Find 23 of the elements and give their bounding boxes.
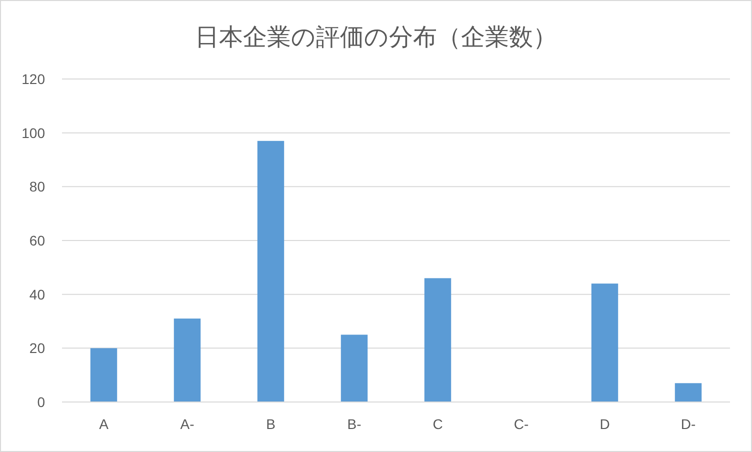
bar (90, 348, 118, 402)
bar (424, 278, 452, 402)
x-tick-label: C- (514, 416, 529, 432)
bar (340, 334, 368, 402)
y-tick-label: 0 (37, 394, 46, 410)
y-tick-label: 20 (29, 340, 46, 356)
y-tick-label: 80 (29, 178, 46, 195)
bar (674, 383, 702, 402)
y-tick-label: 40 (29, 286, 46, 302)
x-tick-label: B- (347, 416, 362, 432)
bar (174, 318, 201, 402)
x-tick-label: A- (180, 416, 195, 432)
y-tick-label: 120 (22, 71, 46, 87)
x-tick-label: D- (680, 416, 696, 432)
chart-title: 日本企業の評価の分布（企業数） (195, 24, 557, 51)
bar (591, 284, 618, 402)
y-tick-label: 100 (22, 124, 46, 141)
y-tick-label: 60 (29, 232, 46, 248)
x-tick-label: C (432, 416, 443, 432)
x-tick-label: B (266, 416, 276, 432)
x-tick-label: A (99, 416, 110, 432)
bar (257, 140, 284, 402)
x-tick-label: D (600, 416, 610, 432)
